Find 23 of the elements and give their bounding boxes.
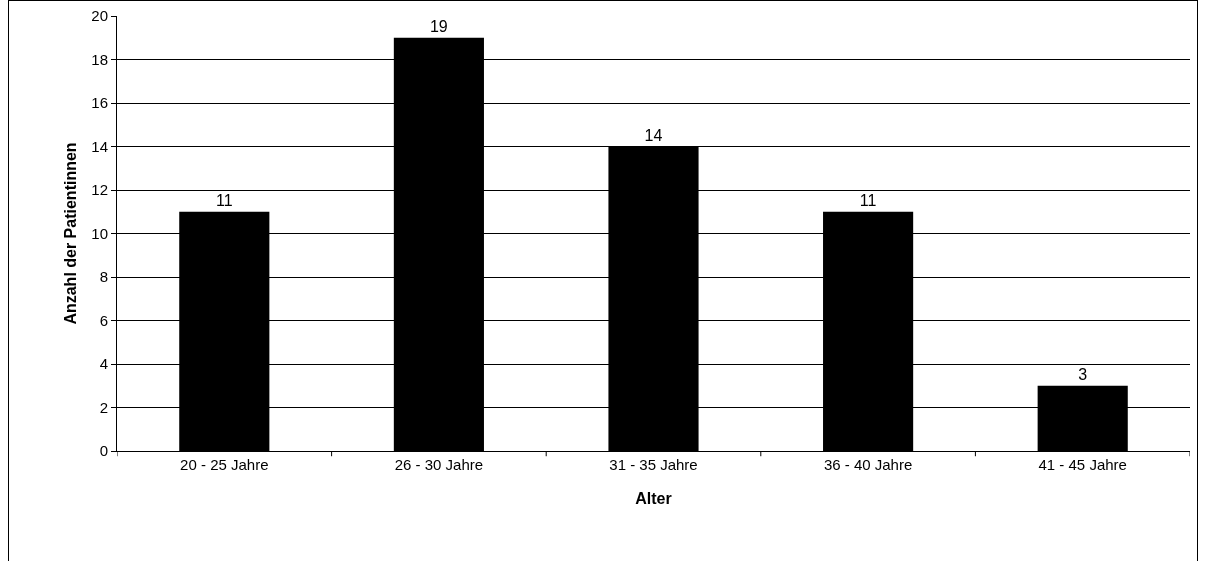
y-axis-title: Anzahl der Patientinnen	[62, 142, 80, 325]
y-tick-label: 14	[91, 137, 108, 155]
y-tick-label: 2	[99, 398, 108, 416]
y-tick-label: 12	[91, 181, 108, 199]
y-tick-label: 10	[91, 224, 108, 242]
data-label: 14	[644, 126, 663, 144]
data-label: 11	[215, 191, 233, 209]
y-tick-label: 8	[99, 268, 108, 286]
data-label: 19	[429, 17, 448, 35]
x-axis-title: Alter	[635, 489, 672, 507]
data-label: 11	[859, 191, 877, 209]
y-tick-label: 0	[99, 442, 108, 460]
y-tick-label: 20	[91, 7, 108, 25]
x-tick-label: 36 - 40 Jahre	[823, 456, 913, 473]
x-tick-label: 41 - 45 Jahre	[1038, 456, 1127, 473]
x-tick-label: 31 - 35 Jahre	[609, 456, 698, 473]
y-tick-label: 16	[91, 94, 108, 112]
y-tick-label: 6	[99, 311, 108, 329]
y-tick-label: 4	[99, 355, 108, 373]
data-label: 3	[1078, 365, 1088, 383]
x-tick-label: 26 - 30 Jahre	[394, 456, 484, 473]
y-tick-label: 18	[91, 50, 108, 68]
x-tick-label: 20 - 25 Jahre	[180, 456, 269, 473]
